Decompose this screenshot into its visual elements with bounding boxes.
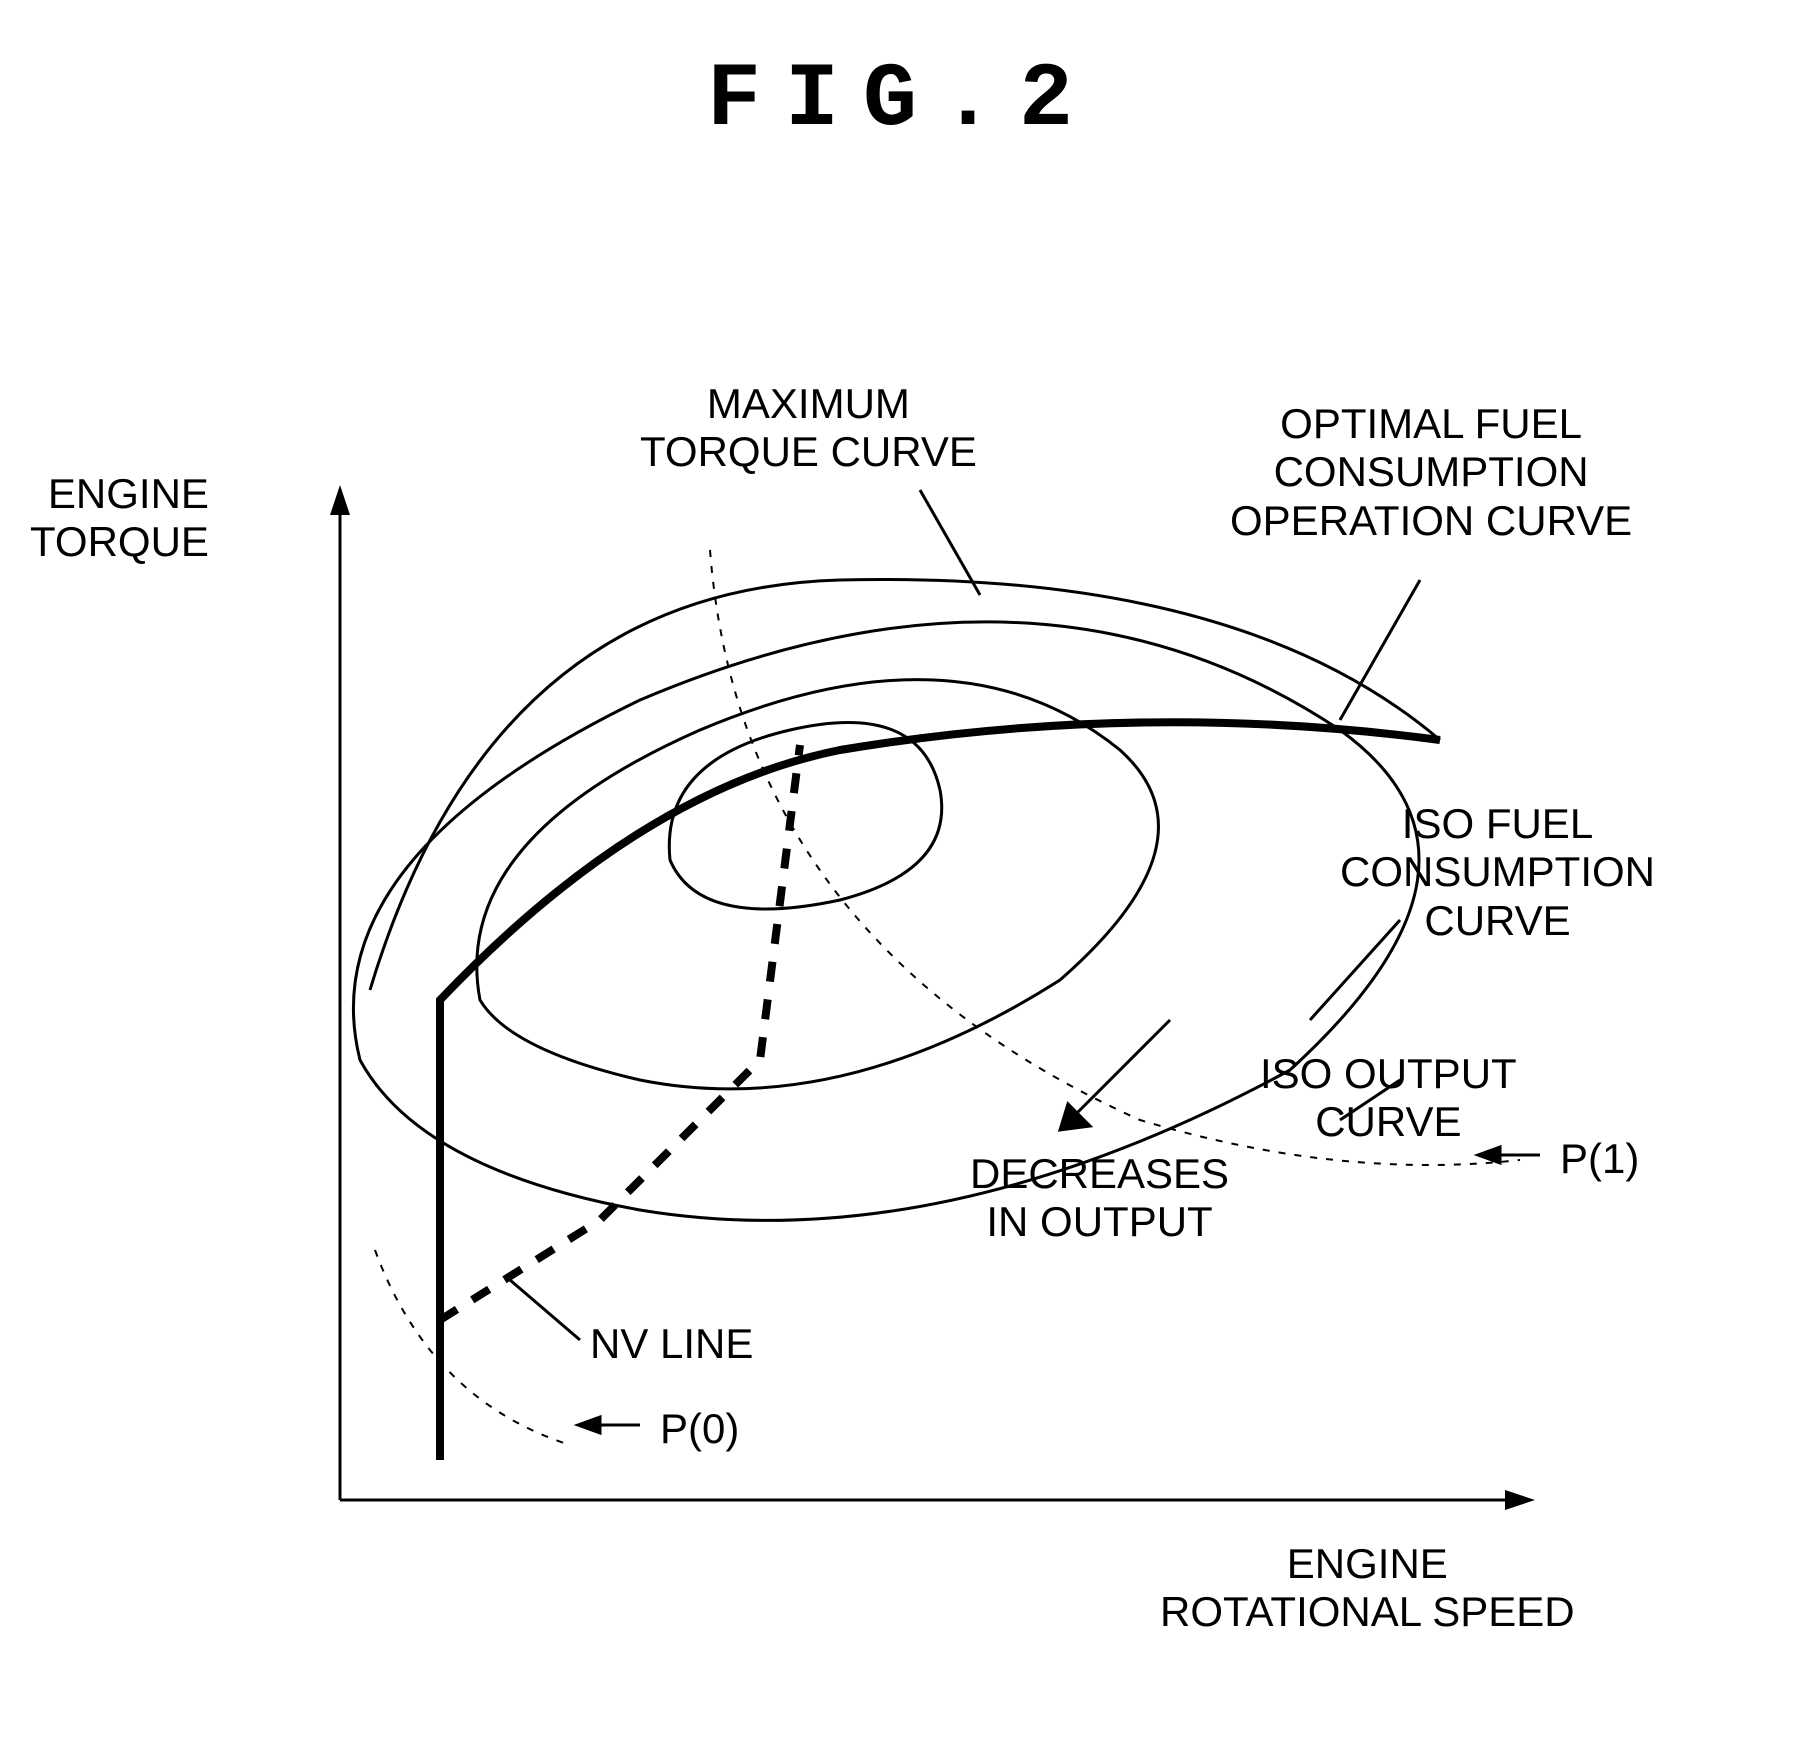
iso-fuel-label: ISO FUEL CONSUMPTION CURVE — [1340, 800, 1655, 945]
optimal-fuel-label: OPTIMAL FUEL CONSUMPTION OPERATION CURVE — [1230, 400, 1632, 545]
decreases-label: DECREASES IN OUTPUT — [970, 1150, 1229, 1247]
p0-label: P(0) — [660, 1405, 739, 1453]
nv-line — [440, 745, 800, 1320]
chart-svg — [140, 440, 1660, 1640]
chart-area: ENGINE TORQUE ENGINE ROTATIONAL SPEED MA… — [140, 440, 1660, 1590]
max-torque-curve — [370, 579, 1440, 990]
page: FIG.2 — [0, 0, 1804, 1751]
y-axis-label: ENGINE TORQUE — [30, 470, 209, 567]
figure-title: FIG.2 — [0, 50, 1804, 152]
x-axis-label: ENGINE ROTATIONAL SPEED — [1160, 1540, 1575, 1637]
optimal-fuel-curve — [440, 722, 1440, 1050]
axes — [330, 485, 1535, 1510]
nv-line-label: NV LINE — [590, 1320, 753, 1368]
max-torque-label: MAXIMUM TORQUE CURVE — [640, 380, 977, 477]
iso-output-label: ISO OUTPUT CURVE — [1260, 1050, 1517, 1147]
p1-label: P(1) — [1560, 1135, 1639, 1183]
